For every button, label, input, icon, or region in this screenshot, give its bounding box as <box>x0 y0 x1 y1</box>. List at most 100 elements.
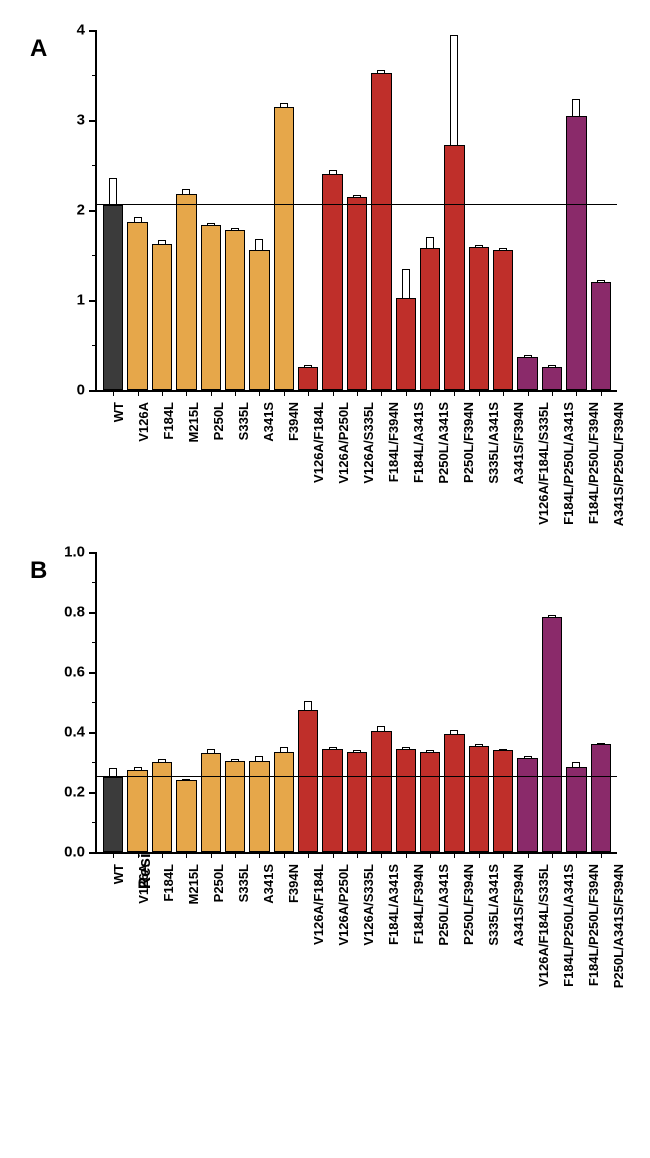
xtick <box>152 390 172 398</box>
bar <box>493 750 513 852</box>
xlabel: P250L <box>201 864 222 1009</box>
bar-slot <box>176 552 196 852</box>
xlabel-text: A341S/F394N <box>511 402 526 484</box>
xlabel-text: P250L <box>211 864 226 902</box>
ytick-label: 0.0 <box>64 844 85 861</box>
bar <box>591 744 611 852</box>
xtick <box>493 852 513 860</box>
xtick <box>225 390 245 398</box>
bar-slot <box>274 552 294 852</box>
xlabel-text: F394N <box>286 402 301 441</box>
bar-slot <box>542 30 562 390</box>
chart-a-xlabels: WTV126AF184LM215LP250LS335LA341SF394NV12… <box>95 402 627 542</box>
bar <box>249 761 269 853</box>
xtick <box>249 852 269 860</box>
xlabel: A341S <box>251 402 272 542</box>
xtick <box>542 852 562 860</box>
bar <box>201 225 221 390</box>
xlabel: F394N <box>276 402 297 542</box>
bar <box>517 758 537 853</box>
xlabel: P250L/A341S <box>425 402 446 542</box>
bar <box>566 116 586 391</box>
xlabel-text: F184L/F394N <box>411 864 426 944</box>
xlabel-text: F394N <box>286 864 301 903</box>
xlabel: V126A/S335L <box>351 402 372 542</box>
bar-slot <box>469 552 489 852</box>
xlabel-text: F184L <box>161 402 176 440</box>
bar <box>444 734 464 853</box>
xtick <box>493 390 513 398</box>
ytick-label: 0.6 <box>64 664 85 681</box>
ytick-label: 3 <box>77 112 85 129</box>
bar-slot <box>103 552 123 852</box>
chart-b-xlabels: WTV126AF184LM215LP250LS335LA341SF394NV12… <box>95 864 627 1009</box>
ytick-label: 1.0 <box>64 544 85 561</box>
xtick <box>225 852 245 860</box>
xlabel-text: A341S <box>261 864 276 904</box>
chart-b-wrap: Residual Fluorescence (%) 0.00.20.40.60.… <box>95 552 630 1009</box>
chart-a-plot: 01234 <box>95 30 617 392</box>
xlabel: V126A/P250L <box>326 402 347 542</box>
bar <box>444 145 464 390</box>
xlabel-text: S335L <box>236 864 251 902</box>
ytick <box>89 732 97 734</box>
xlabel: S335L/A341S <box>475 402 496 542</box>
ytick-label: 0 <box>77 382 85 399</box>
bar-slot <box>396 30 416 390</box>
xlabel-text: V126A/S335L <box>361 864 376 946</box>
xtick <box>469 390 489 398</box>
bar <box>274 752 294 853</box>
xtick <box>542 390 562 398</box>
bar <box>103 205 123 390</box>
xlabel: V126A/F184L/S335L <box>525 402 546 542</box>
xlabel: P250L/F394N <box>450 402 471 542</box>
bar-slot <box>493 30 513 390</box>
xlabel: P250L/A341S <box>425 864 446 1009</box>
bar-slot <box>420 552 440 852</box>
xtick <box>347 852 367 860</box>
xlabel: A341S <box>251 864 272 1009</box>
error-bar <box>402 269 410 298</box>
xlabel: P250L <box>201 402 222 542</box>
xlabel-text: V126A/P250L <box>336 402 351 484</box>
xtick <box>420 390 440 398</box>
bar <box>225 230 245 390</box>
bar <box>469 247 489 390</box>
bar-slot <box>566 552 586 852</box>
bar-slot <box>371 30 391 390</box>
xlabel: F184L/P250L/A341S <box>550 402 571 542</box>
xlabel: F184L/P250L/F394N <box>575 402 596 542</box>
xlabel-text: S335L/A341S <box>486 864 501 946</box>
xtick <box>591 852 611 860</box>
bar <box>176 780 196 852</box>
xtick <box>201 852 221 860</box>
bar-slot <box>322 30 342 390</box>
bar <box>542 367 562 390</box>
xlabel-text: A341S/F394N <box>511 864 526 946</box>
bar-slot <box>152 30 172 390</box>
bar-slot <box>201 30 221 390</box>
xlabel: V126A <box>126 864 147 1009</box>
chart-a-wrap: Fluorescence (RFU) 01234 WTV126AF184LM21… <box>95 30 630 542</box>
xlabel: A341S/P250L/F394N <box>600 402 621 542</box>
xlabel-text: A341S <box>261 402 276 442</box>
xlabel-text: F184L/P250L/F394N <box>586 402 601 524</box>
xlabel: F184L/P250L/F394N <box>575 864 596 1009</box>
xtick <box>566 390 586 398</box>
bar-slot <box>298 30 318 390</box>
xlabel: WT <box>101 864 122 1009</box>
xlabel-text: WT <box>111 402 126 422</box>
xlabel-text: P250L/A341S <box>436 864 451 946</box>
ytick <box>89 390 97 392</box>
xtick <box>396 852 416 860</box>
xlabel-text: F184L/P250L/A341S <box>561 402 576 525</box>
xlabel-text: P250L/A341S <box>436 402 451 484</box>
xtick <box>127 852 147 860</box>
bar <box>396 749 416 853</box>
xlabel-text: P250L/F394N <box>461 864 476 945</box>
chart-b-plot: 0.00.20.40.60.81.0 <box>95 552 617 854</box>
bar-slot <box>322 552 342 852</box>
bar-slot <box>225 552 245 852</box>
bar-slot <box>371 552 391 852</box>
bar <box>249 250 269 390</box>
